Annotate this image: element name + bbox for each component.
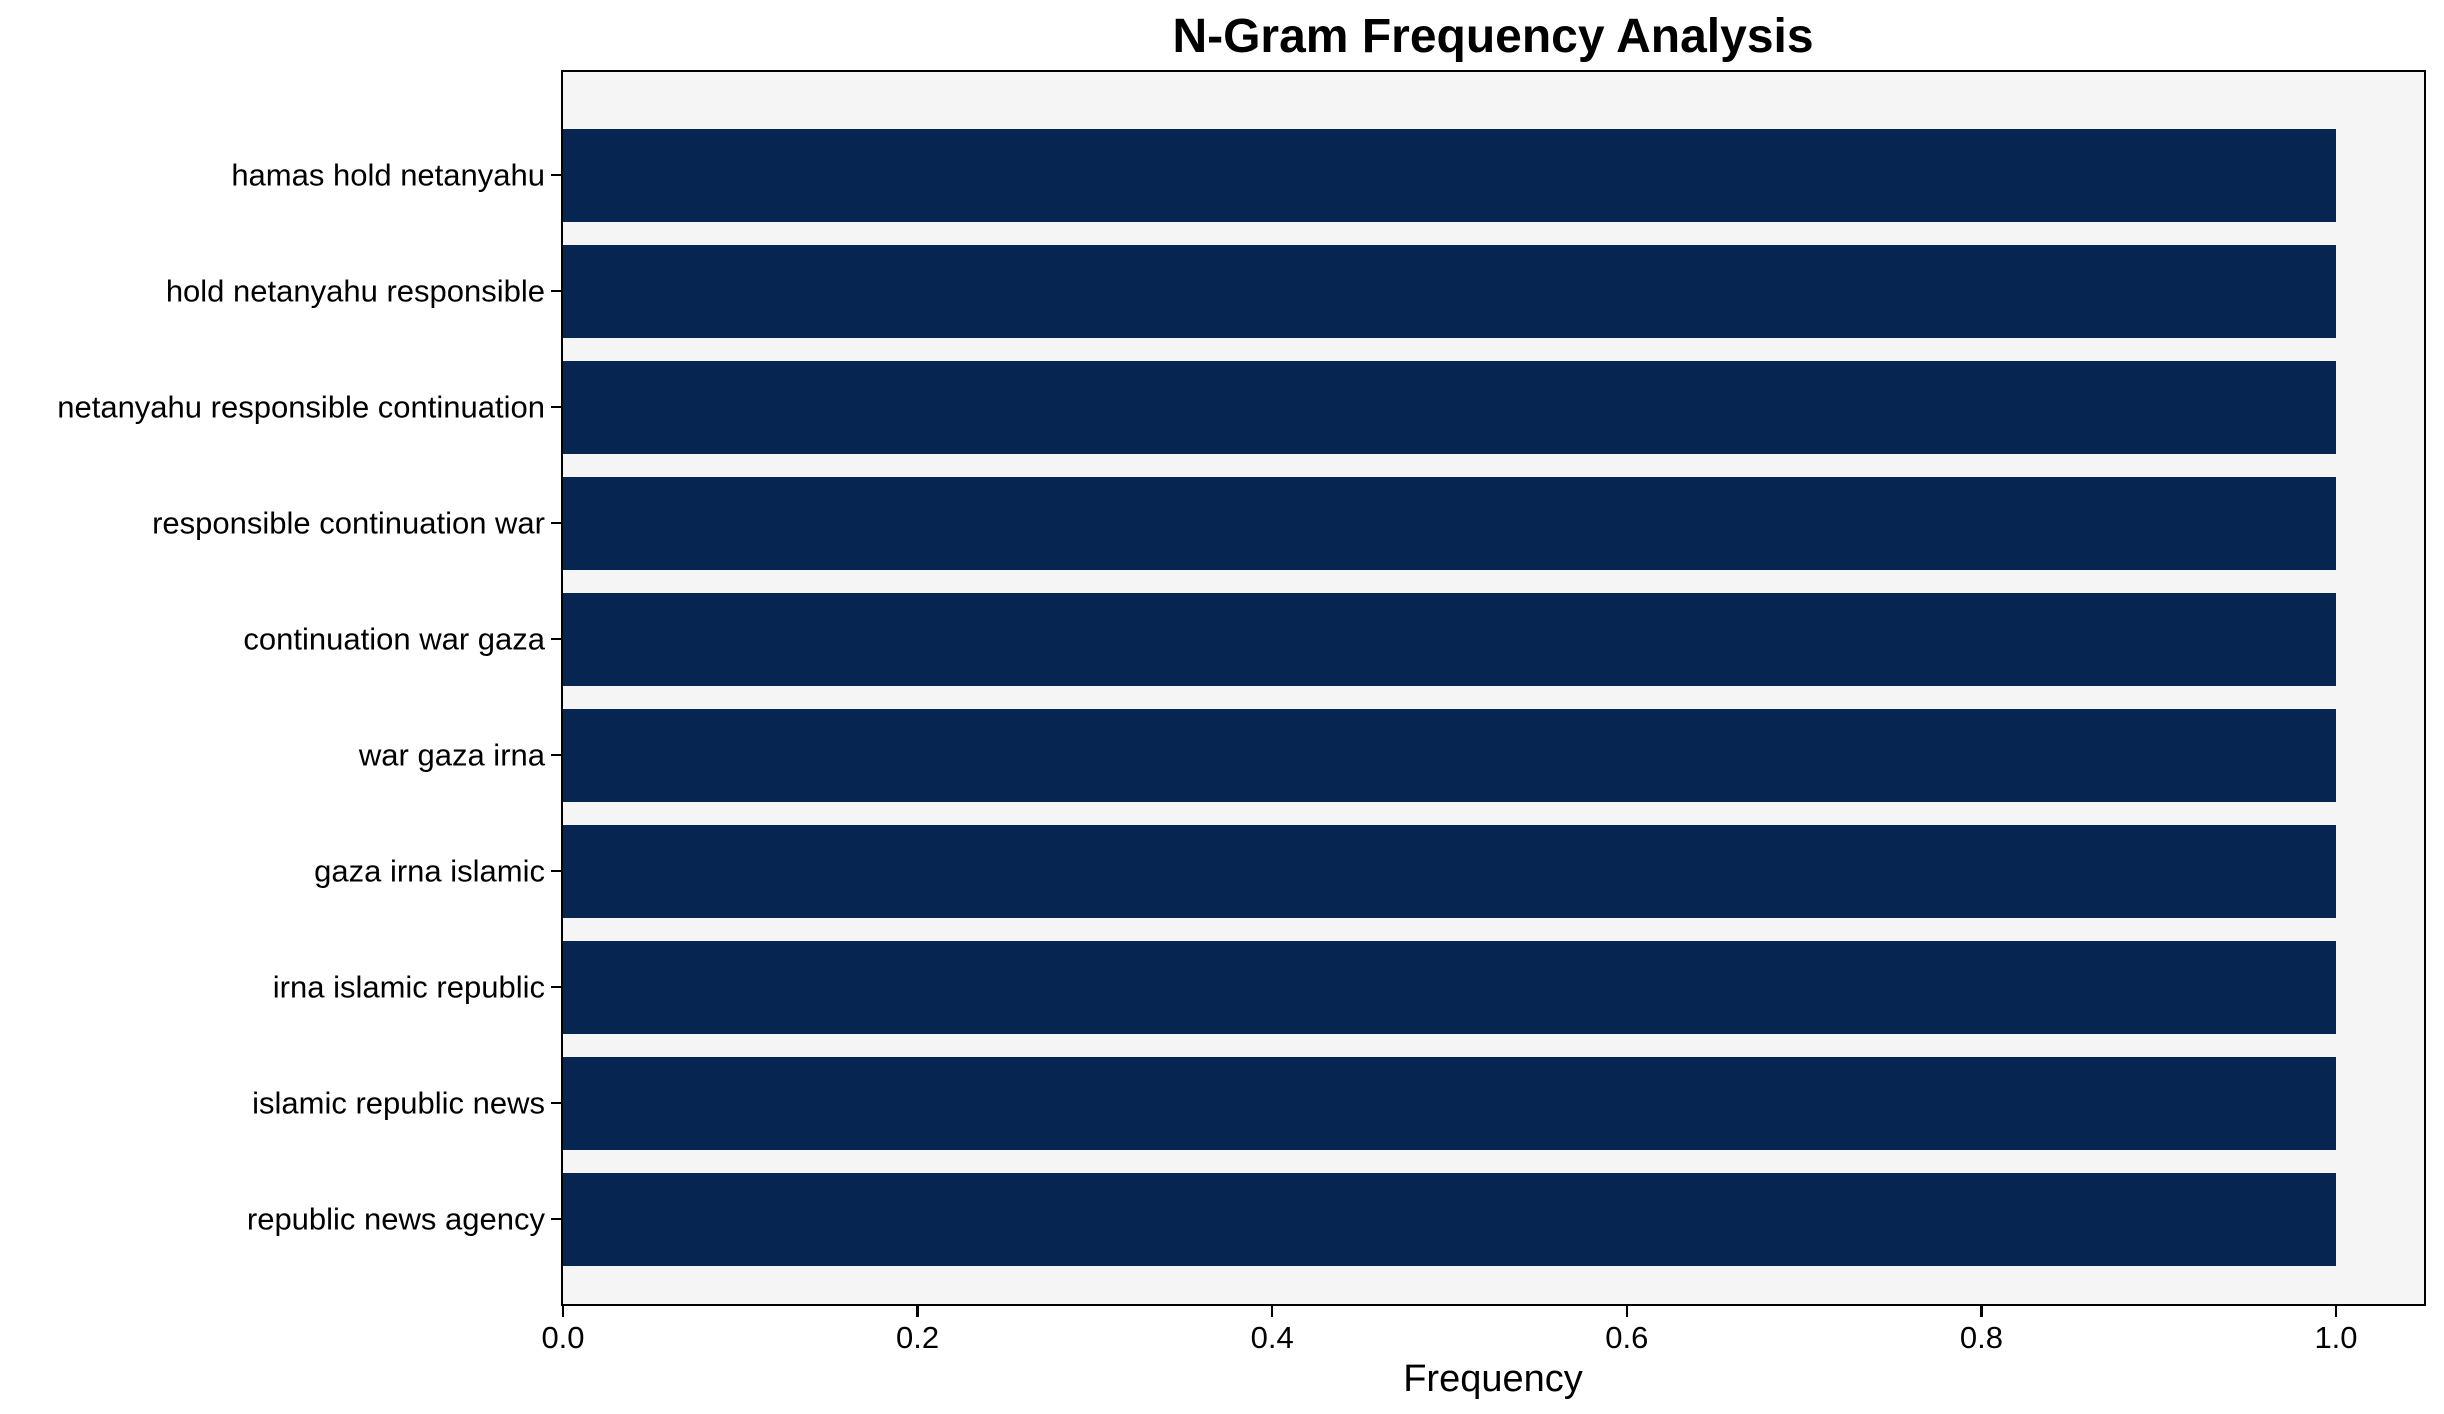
bar [563,128,2336,222]
bar [563,708,2336,802]
y-tick-mark [551,289,563,293]
bar [563,1056,2336,1150]
y-tick-label: hold netanyahu responsible [165,273,545,309]
x-tick-mark [2334,1305,2338,1317]
x-tick-label: 0.0 [541,1320,585,1355]
x-tick-mark [561,1305,565,1317]
y-tick-label: responsible continuation war [152,505,545,541]
x-tick-mark [916,1305,919,1317]
y-tick-mark [551,637,563,641]
y-tick-label: hamas hold netanyahu [231,157,545,193]
x-tick-label: 1.0 [2314,1320,2358,1355]
bar [563,360,2336,454]
y-tick-label: netanyahu responsible continuation [57,389,545,425]
y-tick-label: irna islamic republic [272,969,545,1005]
y-tick-label: republic news agency [246,1201,545,1237]
bar [563,244,2336,338]
x-tick-mark [1270,1305,1274,1317]
x-tick-mark [1980,1305,1983,1317]
y-tick-mark [551,173,563,177]
x-tick-label: 0.6 [1605,1320,1649,1355]
y-tick-mark [551,521,563,525]
bar [563,824,2336,918]
x-tick-label: 0.8 [1959,1320,2003,1355]
bar [563,476,2336,570]
y-tick-mark [551,985,563,989]
y-tick-mark [551,753,563,757]
bar [563,940,2336,1034]
y-tick-mark [551,1101,563,1105]
bar [563,1172,2336,1266]
x-axis-label: Frequency [1403,1358,1583,1400]
y-tick-label: islamic republic news [252,1085,545,1121]
y-tick-mark [551,869,563,873]
bar [563,592,2336,686]
y-tick-mark [551,1217,563,1221]
y-tick-label: continuation war gaza [243,621,545,657]
y-tick-label: gaza irna islamic [314,853,545,889]
chart-title: N-Gram Frequency Analysis [1172,10,1814,63]
x-tick-label: 0.4 [1250,1320,1294,1355]
x-tick-mark [1625,1305,1629,1317]
x-tick-label: 0.2 [896,1320,940,1355]
y-tick-label: war gaza irna [358,737,545,773]
y-tick-mark [551,405,563,409]
